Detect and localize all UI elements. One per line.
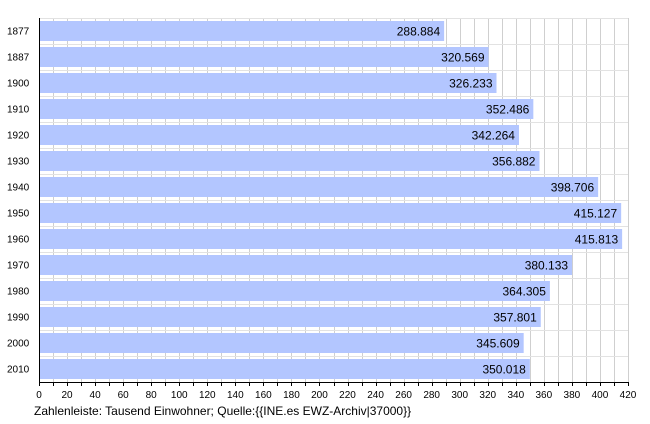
- bar: [40, 151, 540, 171]
- x-tick-label: 60: [118, 390, 130, 401]
- bar-value-label: 350.018: [482, 363, 526, 377]
- bar-value-label: 364.305: [503, 285, 547, 299]
- x-tick-label: 300: [451, 390, 468, 401]
- x-tick-label: 20: [61, 390, 73, 401]
- x-tick-label: 260: [395, 390, 412, 401]
- bar-value-label: 356.882: [492, 155, 536, 169]
- x-tick-label: 340: [507, 390, 524, 401]
- x-tick-label: 240: [367, 390, 384, 401]
- chart-caption: Zahlenleiste: Tausend Einwohner; Quelle:…: [34, 404, 412, 418]
- x-tick-label: 380: [564, 390, 581, 401]
- bar: [40, 307, 541, 327]
- category-label: 1990: [7, 313, 30, 324]
- bar: [40, 229, 623, 249]
- bar: [40, 333, 524, 353]
- category-label: 1910: [7, 105, 30, 116]
- x-tick-label: 280: [423, 390, 440, 401]
- bar: [40, 21, 445, 41]
- x-tick-label: 360: [536, 390, 553, 401]
- x-tick-label: 140: [227, 390, 244, 401]
- category-label: 1900: [7, 79, 30, 90]
- x-tick-label: 400: [592, 390, 609, 401]
- bar: [40, 359, 530, 379]
- bar: [40, 177, 599, 197]
- bar: [40, 255, 573, 275]
- x-tick-label: 160: [255, 390, 272, 401]
- bar-value-label: 288.884: [397, 25, 441, 39]
- x-tick-label: 320: [479, 390, 496, 401]
- bar-value-label: 357.801: [493, 311, 537, 325]
- bar: [40, 203, 622, 223]
- category-label: 1930: [7, 157, 30, 168]
- x-tick-label: 220: [339, 390, 356, 401]
- x-tick-label: 80: [146, 390, 158, 401]
- bar: [40, 47, 489, 67]
- bar-value-label: 326.233: [449, 77, 493, 91]
- bar-value-label: 342.264: [472, 129, 516, 143]
- category-label: 1970: [7, 261, 30, 272]
- x-tick-label: 120: [199, 390, 216, 401]
- bar-value-label: 398.706: [551, 181, 595, 195]
- bar-value-label: 345.609: [476, 337, 520, 351]
- category-label: 1887: [7, 53, 30, 64]
- x-tick-label: 200: [311, 390, 328, 401]
- category-label: 1950: [7, 209, 30, 220]
- category-label: 2010: [7, 365, 30, 376]
- bar: [40, 99, 534, 119]
- category-label: 1940: [7, 183, 30, 194]
- bar-value-label: 320.569: [441, 51, 485, 65]
- bar-value-label: 415.127: [574, 207, 618, 221]
- category-label: 1920: [7, 131, 30, 142]
- x-tick-label: 0: [36, 390, 42, 401]
- bar: [40, 125, 519, 145]
- category-label: 2000: [7, 339, 30, 350]
- bar-value-label: 415.813: [575, 233, 619, 247]
- bar: [40, 73, 497, 93]
- category-label: 1980: [7, 287, 30, 298]
- bar-value-label: 352.486: [486, 103, 530, 117]
- x-tick-label: 40: [90, 390, 102, 401]
- category-label: 1877: [7, 27, 30, 38]
- category-label: 1960: [7, 235, 30, 246]
- x-tick-label: 420: [620, 390, 637, 401]
- bar-value-label: 380.133: [525, 259, 569, 273]
- x-tick-label: 180: [283, 390, 300, 401]
- x-tick-label: 100: [171, 390, 188, 401]
- bar: [40, 281, 550, 301]
